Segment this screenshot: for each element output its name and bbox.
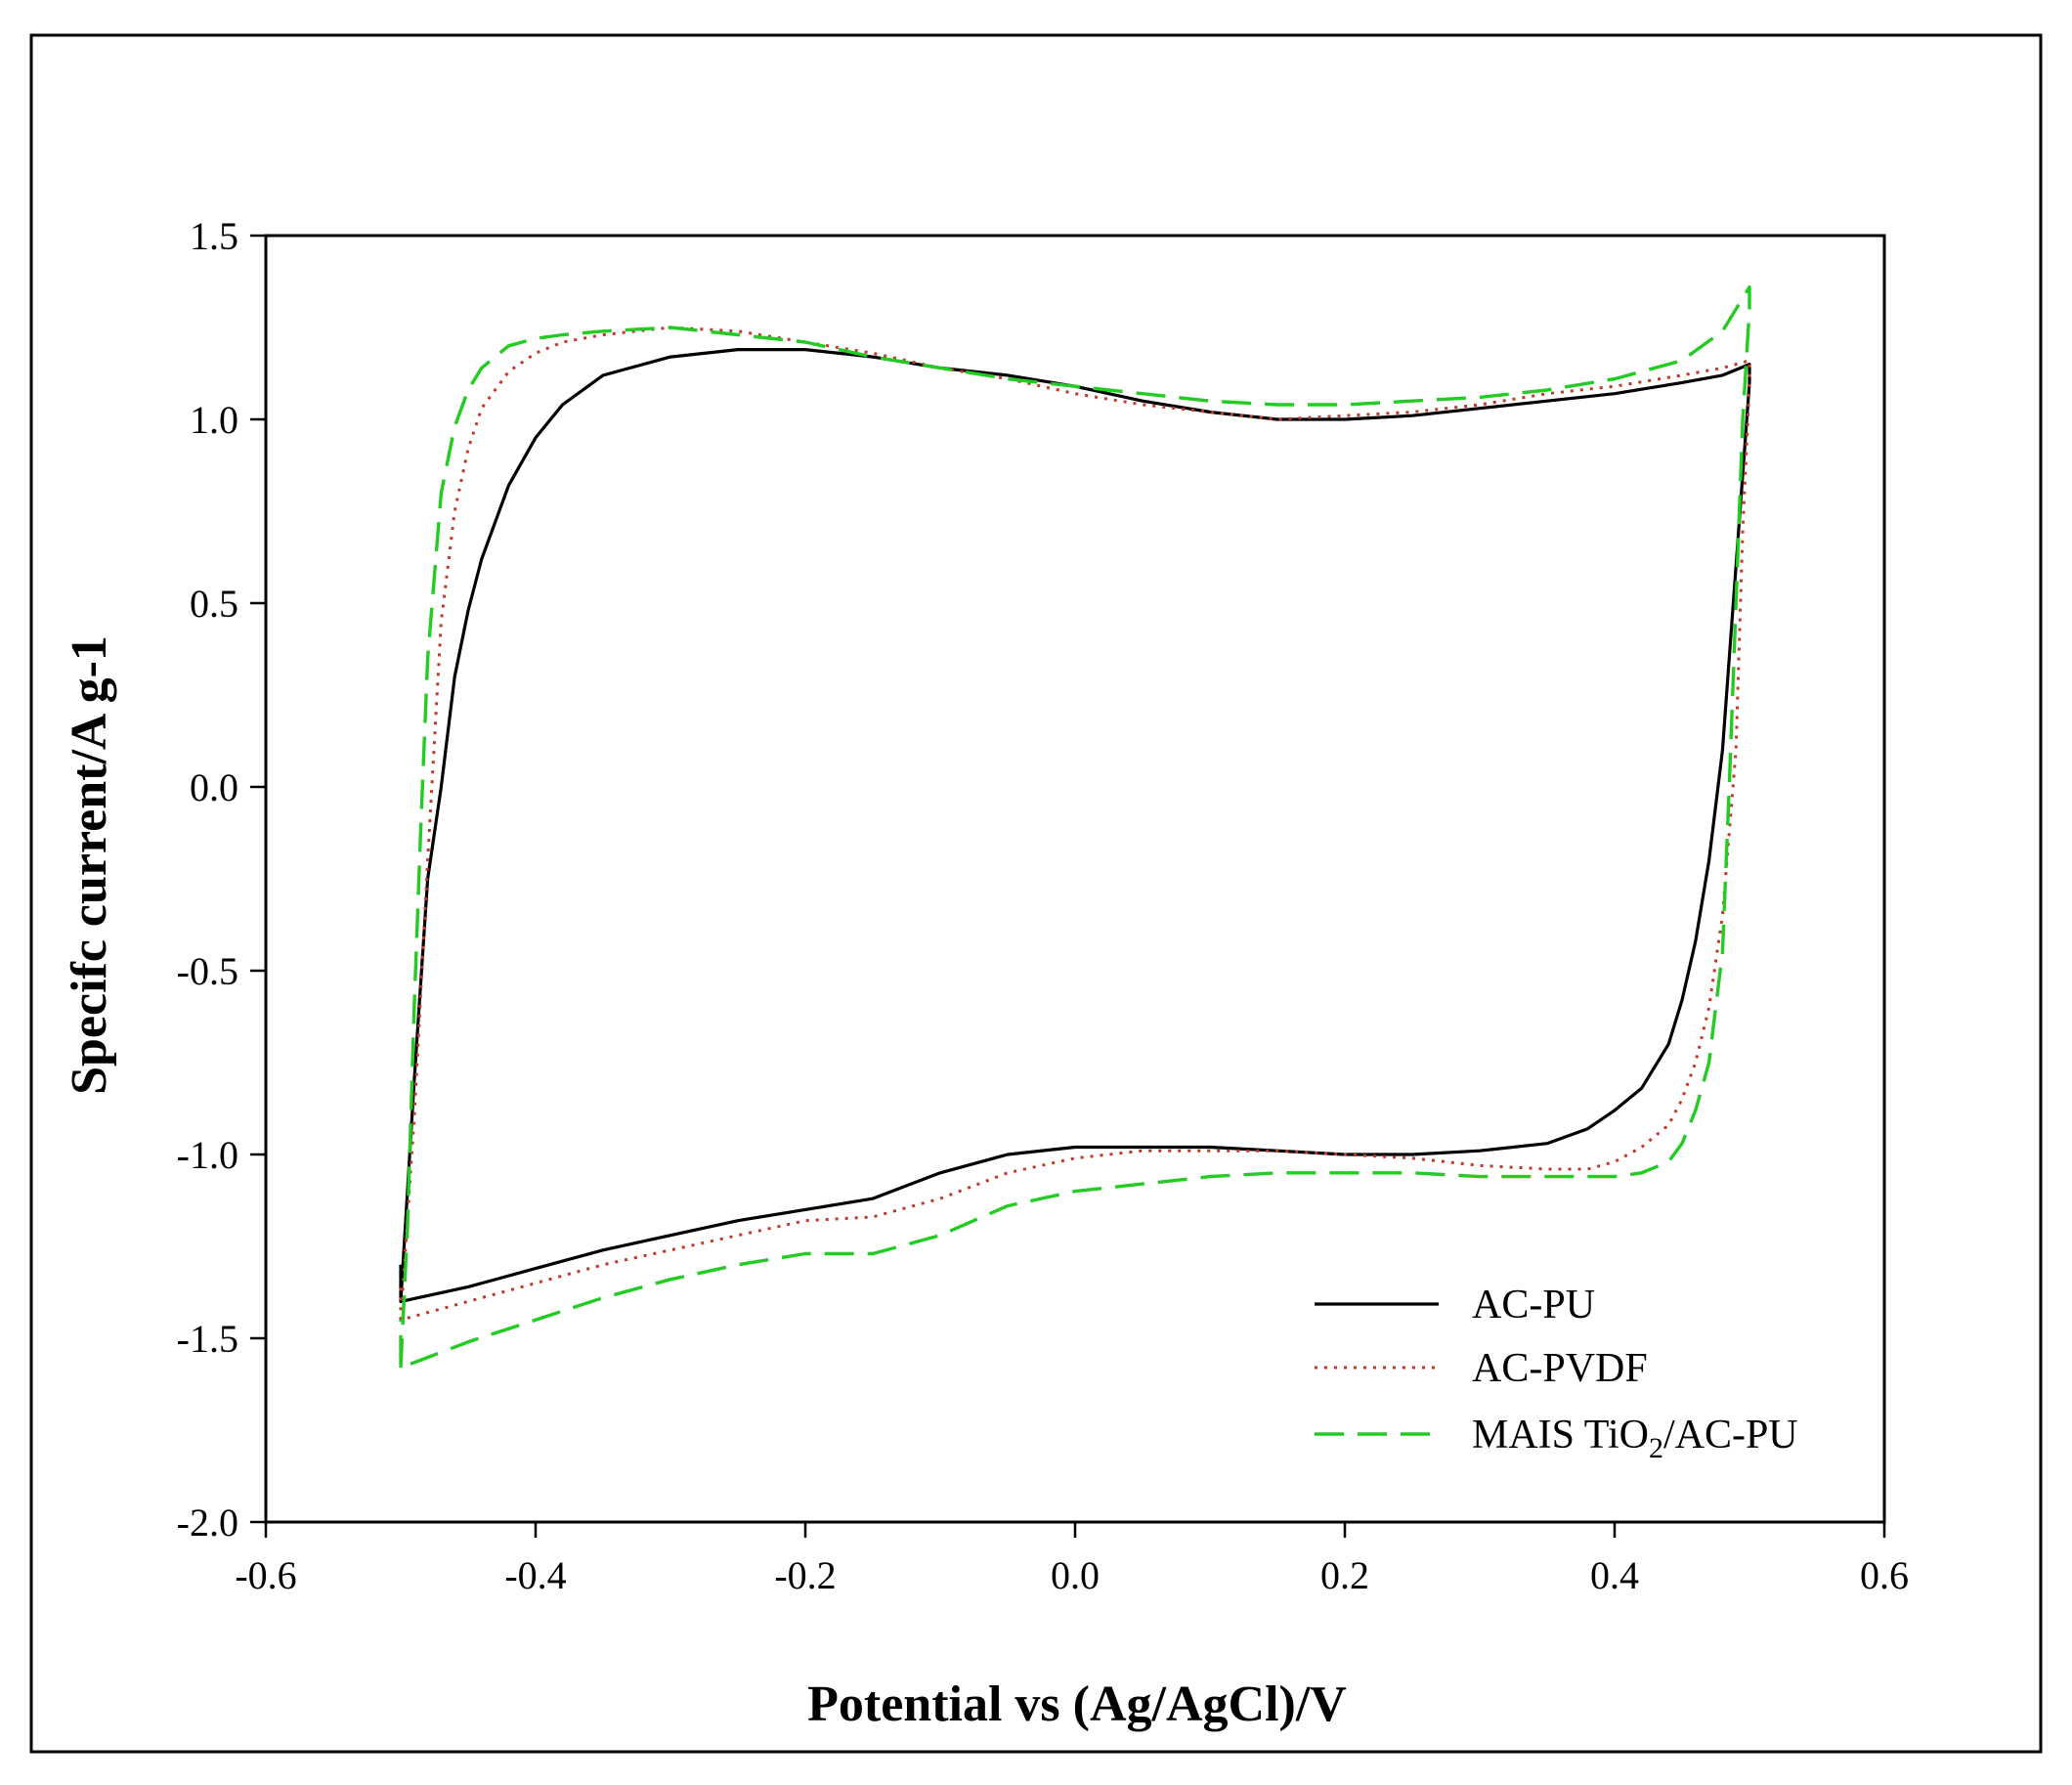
x-tick-label: 0.0 bbox=[1051, 1553, 1100, 1597]
legend: AC-PU AC-PVDF MAIS TiO2/AC-PU bbox=[1315, 1283, 1798, 1464]
y-tick-label: 1.5 bbox=[190, 214, 238, 258]
y-tick-label: -2.0 bbox=[177, 1501, 238, 1545]
y-tick-label: 0.5 bbox=[190, 582, 238, 626]
x-tick-label: 0.4 bbox=[1590, 1553, 1639, 1597]
series-layer bbox=[399, 284, 1751, 1370]
series-line-1 bbox=[399, 348, 1751, 1303]
y-axis-ticks: -2.0 -1.5 -1.0 -0.5 0.0 0.5 1.0 1.5 bbox=[177, 214, 266, 1545]
x-tick-label: -0.4 bbox=[504, 1553, 566, 1597]
y-tick-label: -1.5 bbox=[177, 1317, 238, 1361]
y-axis-title: Specifc current/A g-1 bbox=[62, 635, 117, 1095]
y-tick-label: -0.5 bbox=[177, 949, 238, 993]
x-axis-title: Potential vs (Ag/AgCl)/V bbox=[807, 1676, 1347, 1732]
y-tick-label: 1.0 bbox=[190, 398, 238, 442]
legend-label-2: AC-PVDF bbox=[1472, 1346, 1648, 1391]
figure-border bbox=[29, 33, 2043, 1754]
x-axis-ticks: -0.6 -0.4 -0.2 0.0 0.2 0.4 0.6 bbox=[235, 1522, 1909, 1597]
y-tick-label: 0.0 bbox=[190, 765, 238, 809]
legend-label-1: AC-PU bbox=[1472, 1283, 1595, 1328]
series-line-3 bbox=[399, 284, 1751, 1370]
x-tick-label: -0.6 bbox=[235, 1553, 296, 1597]
y-tick-label: -1.0 bbox=[177, 1133, 238, 1177]
x-tick-label: -0.2 bbox=[774, 1553, 836, 1597]
x-tick-label: 0.2 bbox=[1320, 1553, 1369, 1597]
x-tick-label: 0.6 bbox=[1860, 1553, 1909, 1597]
legend-label-3: MAIS TiO2/AC-PU bbox=[1472, 1413, 1798, 1464]
